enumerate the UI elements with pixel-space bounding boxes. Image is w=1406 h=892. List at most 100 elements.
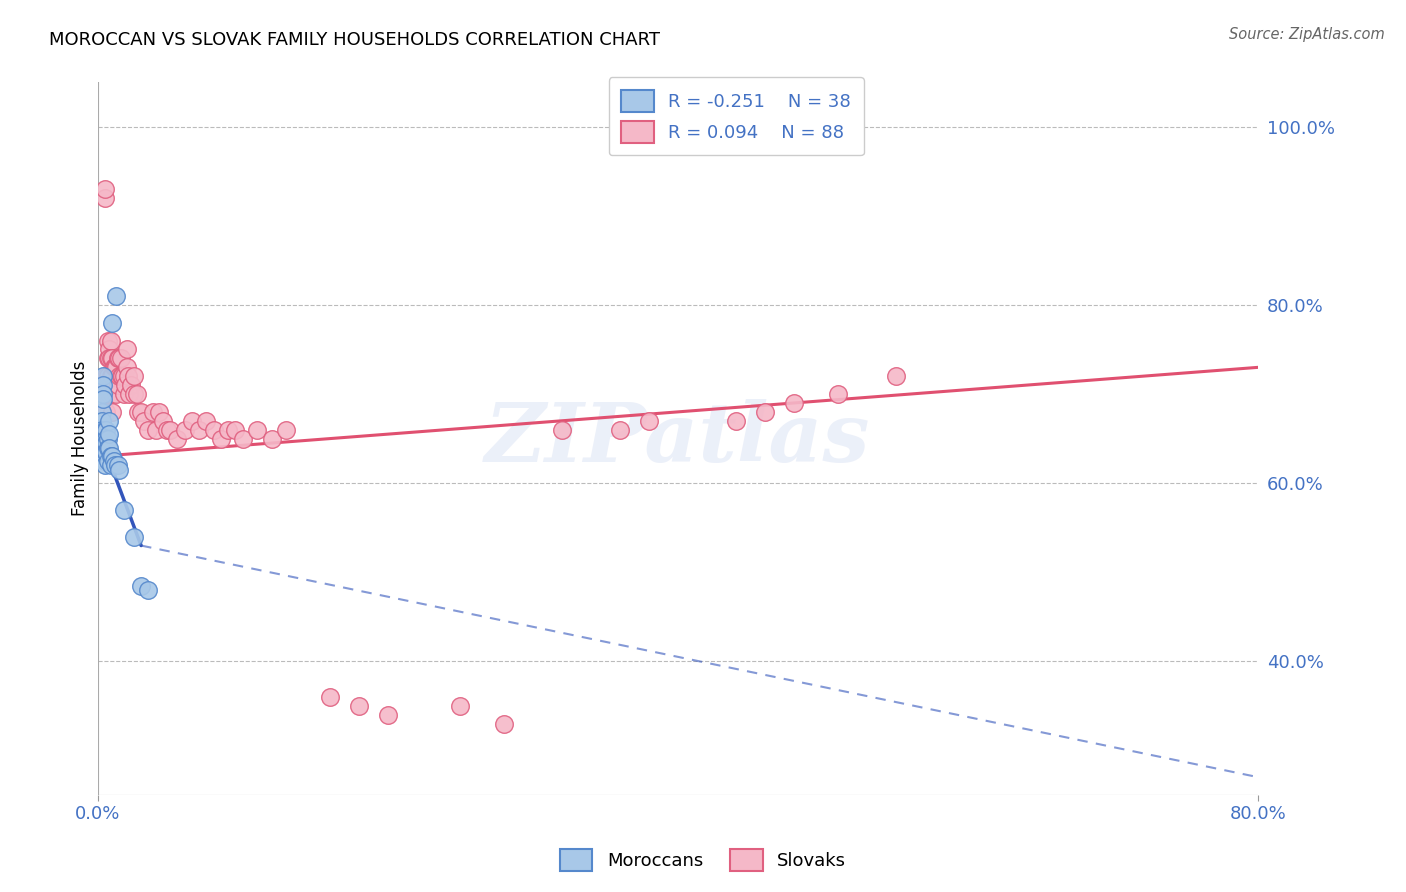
Point	[94, 432, 117, 446]
Point	[551, 423, 574, 437]
Point	[107, 458, 129, 473]
Point	[94, 423, 117, 437]
Y-axis label: Family Households: Family Households	[72, 361, 89, 516]
Point	[93, 369, 115, 384]
Point	[98, 414, 121, 428]
Point	[108, 463, 131, 477]
Point	[125, 387, 148, 401]
Point	[754, 405, 776, 419]
Point	[94, 441, 117, 455]
Point	[884, 369, 907, 384]
Point	[100, 369, 122, 384]
Point	[107, 351, 129, 366]
Point	[104, 378, 127, 392]
Point	[195, 414, 218, 428]
Point	[100, 450, 122, 464]
Point	[98, 343, 121, 357]
Point	[156, 423, 179, 437]
Point	[108, 369, 131, 384]
Text: Source: ZipAtlas.com: Source: ZipAtlas.com	[1229, 27, 1385, 42]
Point	[94, 445, 117, 459]
Point	[105, 360, 128, 375]
Point	[108, 351, 131, 366]
Point	[148, 405, 170, 419]
Point	[93, 423, 115, 437]
Point	[347, 698, 370, 713]
Point	[89, 423, 111, 437]
Point	[138, 583, 160, 598]
Point	[120, 378, 142, 392]
Point	[112, 387, 135, 401]
Point	[96, 423, 118, 437]
Point	[188, 423, 211, 437]
Point	[377, 707, 399, 722]
Point	[93, 405, 115, 419]
Point	[725, 414, 748, 428]
Point	[98, 441, 121, 455]
Point	[97, 334, 120, 348]
Point	[127, 405, 149, 419]
Point	[232, 432, 254, 446]
Point	[319, 690, 342, 704]
Point	[260, 432, 283, 446]
Point	[105, 289, 128, 303]
Point	[97, 432, 120, 446]
Point	[96, 445, 118, 459]
Legend: Moroccans, Slovaks: Moroccans, Slovaks	[553, 842, 853, 879]
Point	[87, 432, 110, 446]
Text: ZIPatlas: ZIPatlas	[485, 399, 870, 479]
Point	[209, 432, 232, 446]
Point	[142, 405, 165, 419]
Point	[100, 334, 122, 348]
Point	[94, 458, 117, 473]
Point	[217, 423, 239, 437]
Point	[93, 378, 115, 392]
Point	[97, 369, 120, 384]
Point	[94, 191, 117, 205]
Point	[89, 423, 111, 437]
Point	[103, 360, 125, 375]
Point	[112, 503, 135, 517]
Point	[94, 182, 117, 196]
Point	[138, 423, 160, 437]
Point	[90, 427, 112, 442]
Point	[166, 432, 188, 446]
Point	[129, 579, 152, 593]
Point	[96, 436, 118, 450]
Point	[98, 387, 121, 401]
Point	[97, 454, 120, 468]
Point	[105, 387, 128, 401]
Point	[783, 396, 806, 410]
Point	[145, 423, 167, 437]
Point	[104, 360, 127, 375]
Point	[94, 423, 117, 437]
Point	[827, 387, 849, 401]
Point	[111, 369, 134, 384]
Point	[122, 530, 145, 544]
Point	[276, 423, 298, 437]
Point	[90, 414, 112, 428]
Point	[638, 414, 661, 428]
Point	[100, 351, 122, 366]
Point	[97, 351, 120, 366]
Text: MOROCCAN VS SLOVAK FAMILY HOUSEHOLDS CORRELATION CHART: MOROCCAN VS SLOVAK FAMILY HOUSEHOLDS COR…	[49, 31, 661, 49]
Point	[97, 441, 120, 455]
Point	[129, 405, 152, 419]
Point	[115, 343, 138, 357]
Point	[202, 423, 225, 437]
Point	[110, 351, 132, 366]
Point	[118, 387, 141, 401]
Point	[101, 369, 124, 384]
Point	[101, 450, 124, 464]
Point	[96, 432, 118, 446]
Point	[104, 458, 127, 473]
Point	[246, 423, 269, 437]
Point	[609, 423, 631, 437]
Point	[122, 369, 145, 384]
Point	[96, 369, 118, 384]
Point	[173, 423, 195, 437]
Point	[101, 351, 124, 366]
Point	[89, 432, 111, 446]
Point	[224, 423, 246, 437]
Point	[110, 369, 132, 384]
